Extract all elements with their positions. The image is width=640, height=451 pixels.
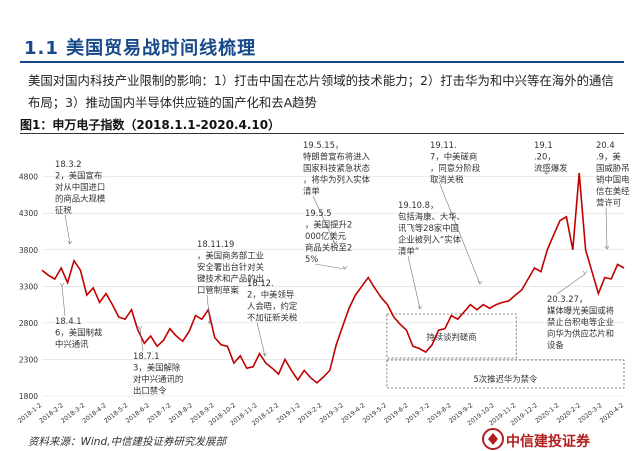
index-line-chart: 1800 2300 2800 3300 3800 4300 4800 2018-1-2201… (17, 140, 630, 427)
event-annotation: 18.11.19 ，美国商务部工业安全署出台针对关键技术和产品的出口管制草案 (197, 239, 265, 295)
huawei-ban-period-box (386, 359, 625, 389)
huawei-ban-period-label: 5次推迟华为禁令 (473, 374, 538, 384)
annotation-connectors (59, 170, 610, 357)
slide-title: 1.1 美国贸易战时间线梳理 (24, 38, 257, 59)
event-annotation: 18.12. 2，中美领导人会晤，约定不加征新关税 (247, 278, 298, 323)
annotation-connector (407, 255, 421, 310)
y-tick-label: 3300 (19, 282, 38, 291)
event-annotation: 20.3.27，媒体曝光美国或将禁止台积电等企业向华为供应芯片和设备 (547, 294, 614, 350)
x-axis-ticks: 2018-1-22018-2-22018-3-22018-4-22018-5-2… (17, 402, 625, 427)
annotation-arrowhead (342, 265, 348, 270)
y-tick-label: 4300 (19, 209, 38, 218)
annotation-connector (61, 285, 66, 317)
annotation-arrowhead (332, 240, 338, 245)
annotation-arrowhead (604, 245, 610, 250)
y-tick-label: 2800 (19, 319, 38, 328)
annotation-connector (206, 294, 211, 325)
annotation-arrowhead (67, 240, 73, 245)
dashed-period-boxes: 持续谈判磋商 5次推迟华为禁令 (386, 313, 625, 389)
annotation-connector (314, 263, 346, 270)
annotation-arrowhead (59, 282, 65, 287)
logo-text: 中信建投证券 (506, 434, 590, 450)
annotation-connector (64, 214, 71, 245)
figure-caption: 图1：申万电子指数（2018.1.1-2020.4.10） (20, 118, 281, 132)
annotation-arrowhead (582, 270, 588, 275)
event-annotation: 18.3.2 2，美国宣布对从中国进口的商品大规模征税 (55, 159, 106, 215)
annotation-arrowhead (137, 325, 143, 330)
y-tick-label: 1800 (19, 392, 38, 401)
title-divider (20, 61, 624, 63)
y-gridlines (42, 176, 624, 397)
source-note: 资料来源：Wind,中信建投证券研究发展部 (28, 436, 226, 448)
annotation-arrowhead (417, 305, 423, 310)
event-annotation: 19.5.5 ，美国提升2 000亿美元商品关税至2 5% (305, 208, 352, 264)
annotation-connector (439, 184, 481, 285)
event-annotation: 19.5.15，特朗普宣布将进入国家科技紧急状态，将华为列入实体清单 (303, 140, 371, 196)
x-tick-label: 2020-4-2 (599, 402, 625, 425)
series-line (41, 172, 625, 384)
annotation-connector (543, 172, 548, 175)
y-tick-label: 2300 (19, 355, 38, 364)
annotations: 18.3.2 2，美国宣布对从中国进口的商品大规模征税 18.4.1 6，美国制裁中兴… (55, 140, 630, 396)
y-axis-ticks: 1800 2300 2800 3300 3800 4300 4800 (19, 173, 38, 401)
y-tick-label: 3800 (19, 246, 38, 255)
negotiation-period-box (386, 313, 517, 359)
event-annotation: 19.10.8，包括海康、大华、讯飞等28家中国企业被列入“实体清单” (398, 200, 465, 256)
annotation-arrowhead (544, 170, 550, 175)
annotation-connector (312, 195, 336, 245)
annotation-connector (556, 273, 586, 295)
annotation-arrowhead (262, 352, 268, 357)
intro-paragraph: 美国对国内科技产业限制的影响：1）打击中国在芯片领域的技术能力；2）打击华为和中… (28, 73, 614, 110)
annotation-arrowhead (207, 320, 213, 325)
y-tick-label: 4800 (19, 173, 38, 182)
annotation-connector (605, 207, 608, 250)
annotation-connector (139, 328, 144, 352)
event-annotation: 18.4.1 6，美国制裁中兴通讯 (55, 316, 103, 349)
negotiation-period-label: 持续谈判磋商 (426, 332, 476, 342)
event-annotation: 18.7.1 3，美国解除对中兴通讯的出口禁令 (133, 351, 183, 396)
annotation-connector (256, 322, 266, 357)
event-annotation: 19.1.20，流感爆发 (534, 140, 568, 173)
annotation-arrowhead (477, 280, 483, 285)
company-logo-icon (482, 428, 504, 450)
event-annotation: 19.11. 7，中美磋商，同意分阶段取消关税 (430, 140, 481, 185)
event-annotation: 20.4.9，美国威胁吊销中国电信在美经营许可 (596, 140, 630, 208)
caption-divider (20, 133, 624, 134)
